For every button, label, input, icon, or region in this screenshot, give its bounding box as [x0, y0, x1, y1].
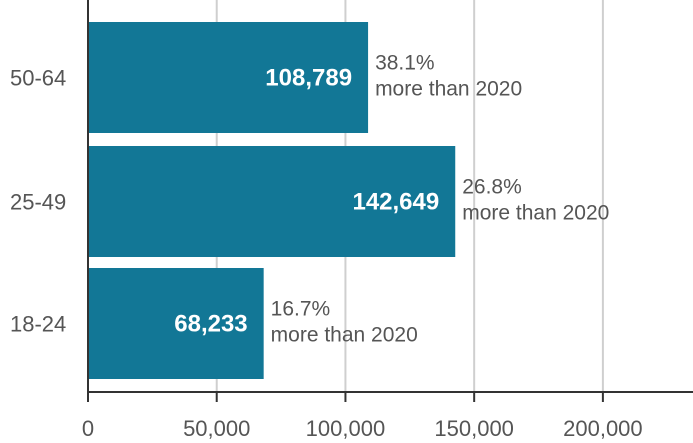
- change-pct-50-64: 38.1%: [375, 52, 435, 75]
- axes: [87, 0, 693, 402]
- x-tick-label-1: 50,000: [183, 416, 250, 441]
- bar-18-24: [88, 268, 264, 379]
- x-tick-label-3: 150,000: [434, 416, 514, 441]
- x-tick-label-4: 200,000: [563, 416, 643, 441]
- change-pct-25-49: 26.8%: [462, 176, 522, 199]
- category-label-50-64: 50-64: [10, 66, 66, 91]
- change-text-25-49: more than 2020: [462, 202, 609, 225]
- value-label-18-24: 68,233: [174, 311, 247, 338]
- change-text-50-64: more than 2020: [375, 78, 522, 101]
- x-tick-label-0: 0: [82, 416, 94, 441]
- category-label-18-24: 18-24: [10, 312, 66, 337]
- value-label-25-49: 142,649: [352, 189, 439, 216]
- labels: 50-64 108,789 38.1% more than 2020 25-49 142,…: [10, 52, 643, 442]
- change-text-18-24: more than 2020: [271, 324, 418, 347]
- value-label-50-64: 108,789: [265, 65, 352, 92]
- bar-25-49: [88, 146, 456, 257]
- bar-50-64: [88, 22, 369, 133]
- bars: [88, 22, 456, 379]
- x-tick-label-2: 100,000: [306, 416, 386, 441]
- category-label-25-49: 25-49: [10, 190, 66, 215]
- change-pct-18-24: 16.7%: [271, 298, 331, 321]
